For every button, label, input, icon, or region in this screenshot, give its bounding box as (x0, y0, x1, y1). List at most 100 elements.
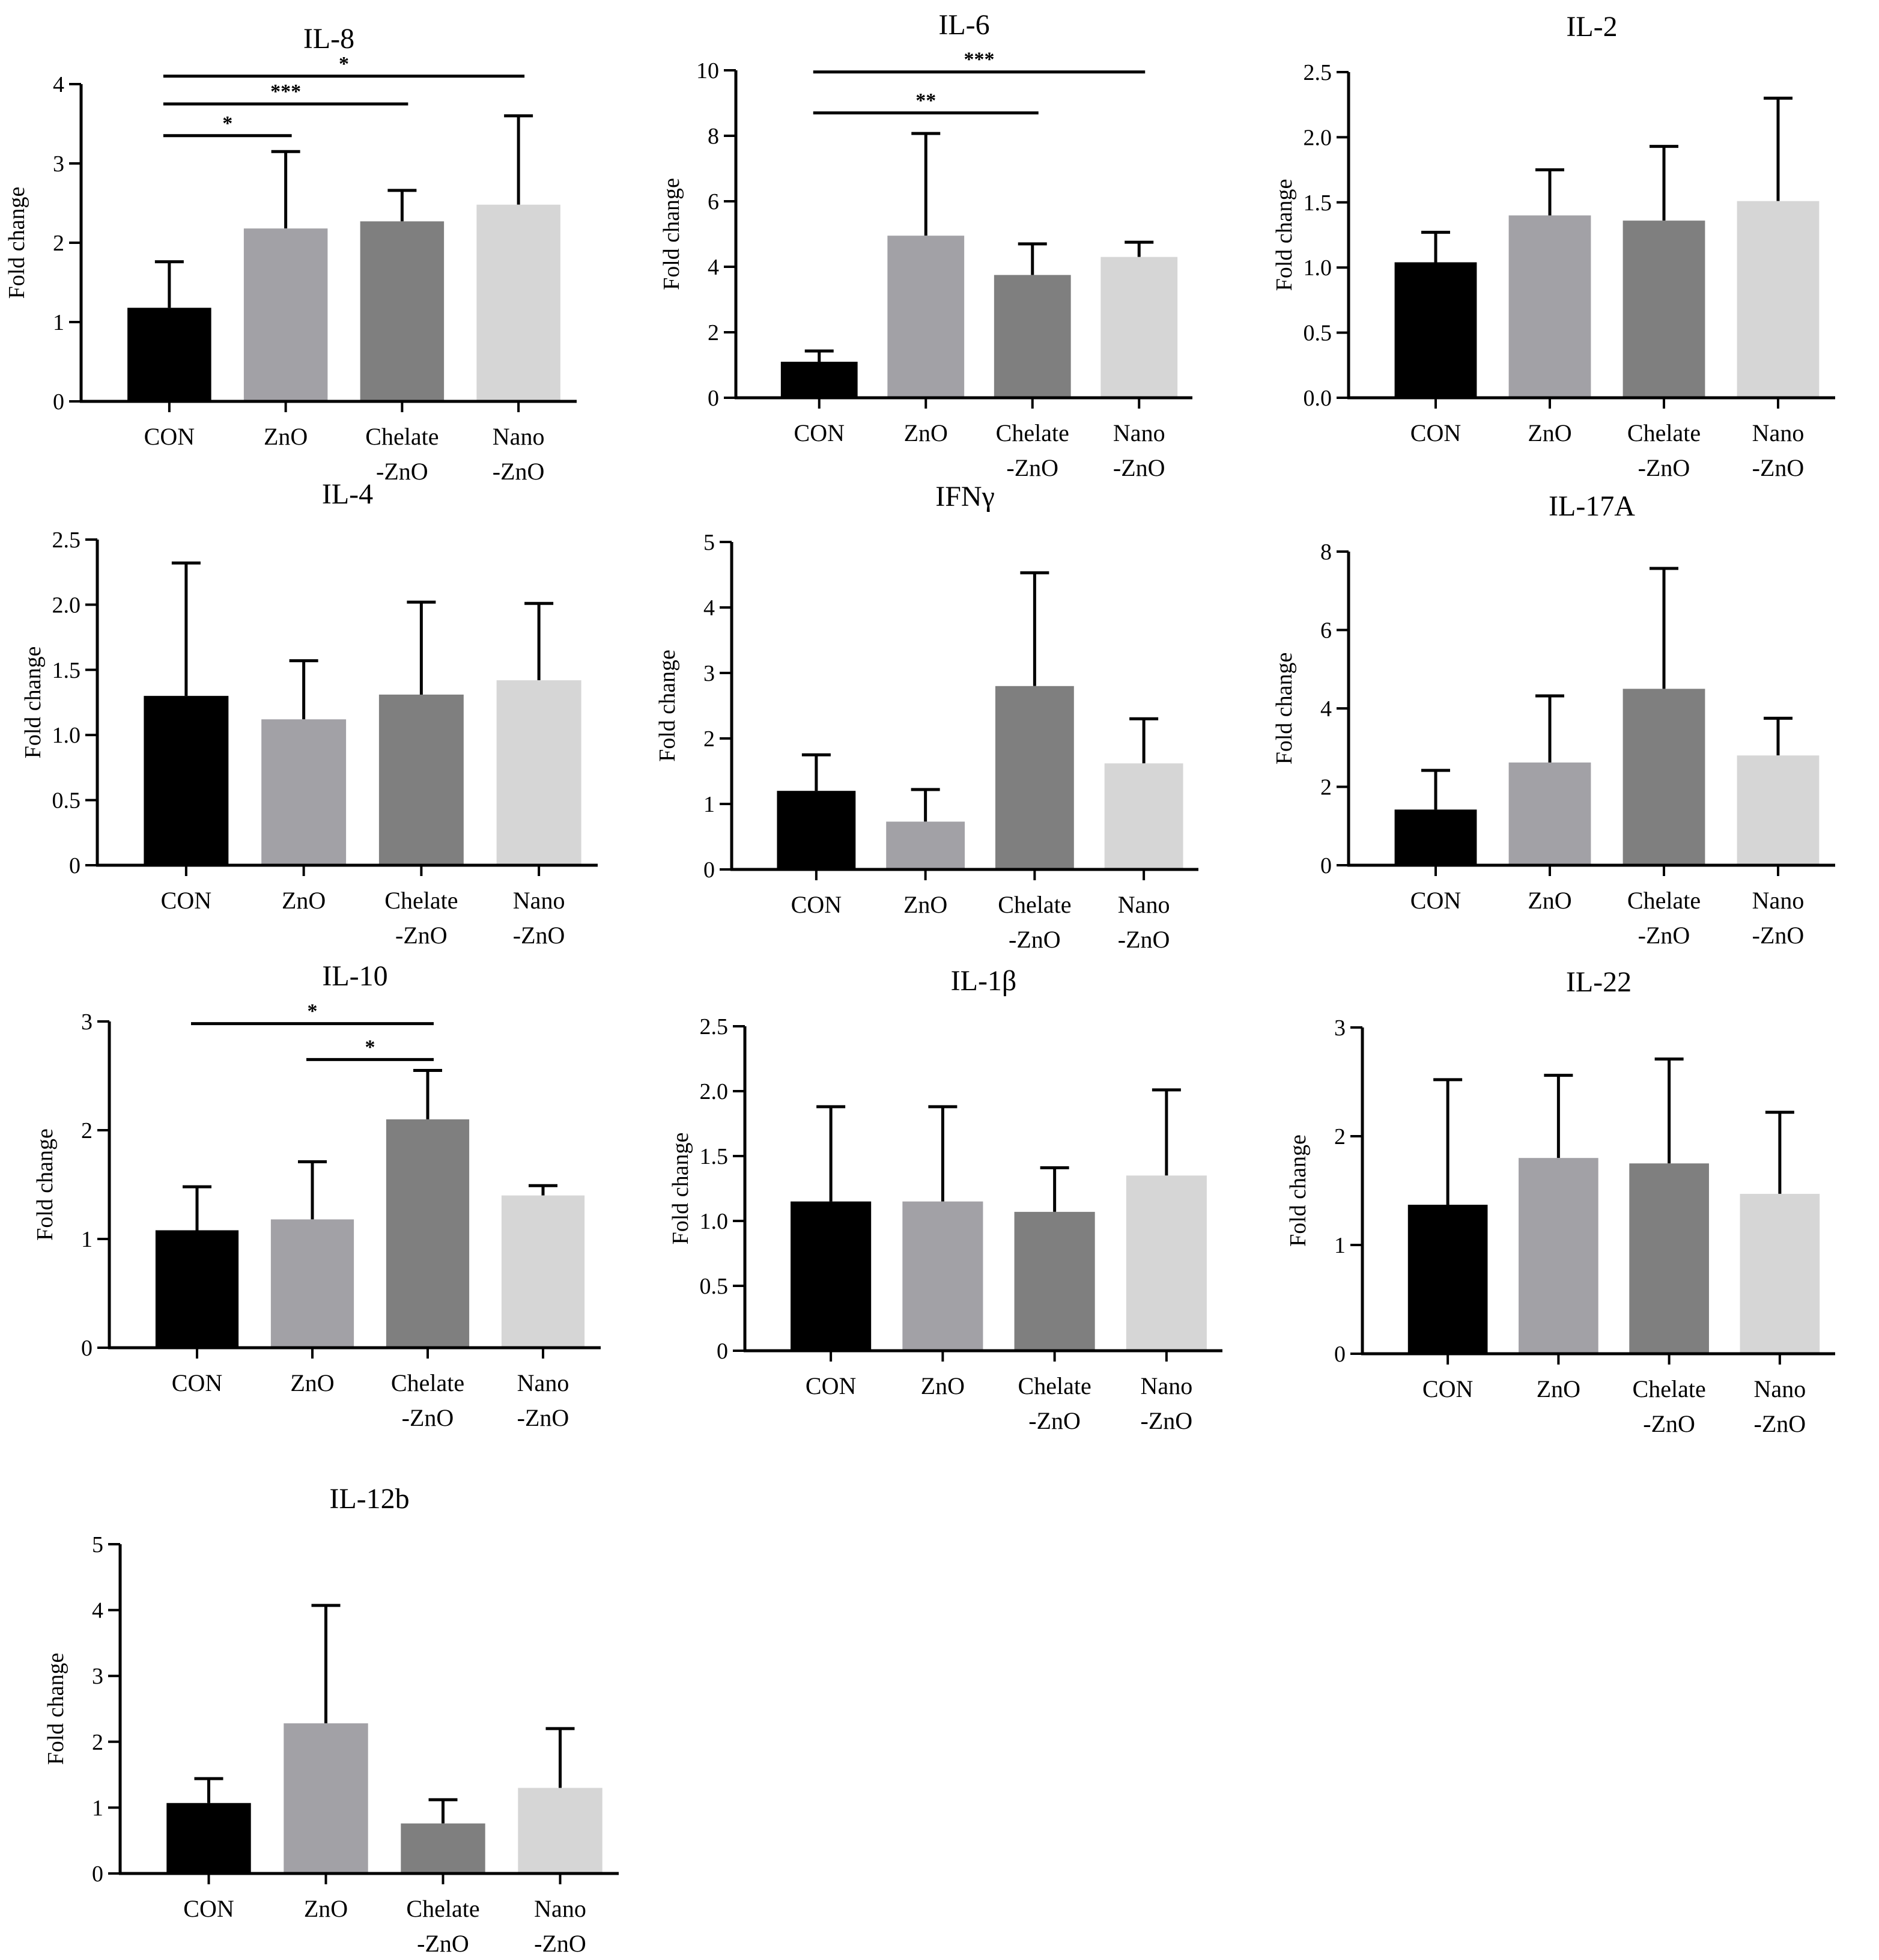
category-label: Nano (517, 1369, 569, 1396)
y-tick-label: 0 (1320, 853, 1332, 878)
y-tick-label: 4 (53, 72, 64, 97)
y-axis-label: Fold change (4, 187, 29, 299)
category-label: Nano (493, 423, 545, 450)
category-label: -ZnO (395, 922, 448, 949)
y-tick-label: 2.0 (1304, 125, 1332, 150)
bar (1394, 809, 1477, 865)
chart-title: IL-6 (938, 9, 989, 41)
y-tick-label: 1.5 (700, 1144, 729, 1169)
category-label: Nano (1752, 419, 1805, 446)
y-tick-label: 10 (696, 58, 719, 84)
y-axis-label: Fold change (43, 1653, 68, 1765)
bar (378, 694, 464, 865)
y-tick-label: 3 (703, 661, 715, 686)
category-label: CON (172, 1369, 222, 1396)
category-label: Chelate (1627, 887, 1701, 914)
y-tick-label: 2 (53, 231, 64, 256)
category-label: CON (791, 891, 842, 918)
bar (780, 362, 858, 398)
category-label: Chelate (1627, 419, 1701, 446)
y-tick-label: 0.5 (1304, 321, 1332, 346)
category-label: ZnO (1528, 887, 1571, 914)
y-tick-label: 2 (81, 1118, 93, 1143)
y-tick-label: 2.5 (1304, 60, 1332, 85)
bar (155, 1230, 239, 1348)
y-tick-label: 5 (92, 1532, 103, 1557)
bar (1104, 763, 1183, 869)
chart-panel-ifn-: IFNγ Fold change 0 1 2 3 4 5 CON ZnO Chelate -ZnO Na… (655, 481, 1198, 953)
category-label: -ZnO (376, 458, 428, 485)
bar (501, 1195, 585, 1348)
significance-label: * (339, 53, 349, 75)
y-tick-label: 0 (69, 853, 80, 878)
y-tick-label: 2 (1320, 775, 1332, 800)
y-tick-label: 1 (81, 1227, 93, 1252)
category-label: -ZnO (1752, 454, 1805, 481)
y-axis-label: Fold change (655, 650, 680, 762)
category-label: CON (183, 1895, 234, 1922)
bar (995, 686, 1074, 869)
y-axis-label: Fold change (668, 1133, 693, 1245)
y-tick-label: 8 (708, 124, 719, 149)
bar (1740, 1193, 1820, 1354)
y-axis-label: Fold change (1286, 1134, 1311, 1247)
bar (401, 1823, 485, 1873)
chart-panel-il-1-: IL-1β Fold change 0 0.5 1.0 1.5 2.0 2.5 CON ZnO Ch… (668, 965, 1222, 1434)
bar (518, 1788, 603, 1873)
bar (1519, 1158, 1598, 1354)
y-tick-label: 1 (1334, 1233, 1346, 1258)
category-label: -ZnO (517, 1404, 569, 1431)
significance-label: * (222, 112, 232, 135)
y-tick-label: 4 (92, 1598, 103, 1624)
category-label: Chelate (384, 887, 458, 914)
bar (1629, 1163, 1709, 1354)
bar (887, 236, 965, 398)
category-label: Chelate (406, 1895, 479, 1922)
y-tick-label: 4 (708, 255, 719, 280)
bar (1622, 689, 1705, 865)
chart-title: IL-17A (1549, 490, 1635, 522)
y-tick-label: 0 (81, 1336, 93, 1361)
category-label: ZnO (904, 419, 948, 446)
category-label: Chelate (998, 891, 1071, 918)
category-label: Chelate (1018, 1372, 1091, 1399)
category-label: -ZnO (1118, 926, 1170, 953)
bar (1126, 1175, 1207, 1351)
y-tick-label: 1.0 (1304, 255, 1332, 281)
significance-label: ** (915, 90, 936, 112)
bar (476, 204, 560, 401)
y-tick-label: 0 (53, 389, 64, 415)
category-label: CON (806, 1372, 856, 1399)
y-tick-label: 0 (92, 1861, 103, 1887)
y-tick-label: 3 (1334, 1015, 1346, 1041)
category-label: -ZnO (1006, 454, 1058, 481)
y-tick-label: 1 (53, 310, 64, 335)
bar (284, 1723, 368, 1873)
bar (886, 821, 965, 869)
category-label: Chelate (391, 1369, 464, 1396)
bar (1407, 1205, 1488, 1354)
chart-panel-il-2: IL-2 Fold change 0.0 0.5 1.0 1.5 2.0 2.5 CON ZnO C… (1272, 11, 1835, 481)
bar (1394, 262, 1477, 398)
significance-label: * (365, 1036, 375, 1058)
category-label: -ZnO (1754, 1410, 1806, 1437)
y-axis-label: Fold change (1272, 179, 1297, 291)
y-tick-label: 2.0 (52, 592, 81, 618)
category-label: -ZnO (402, 1404, 454, 1431)
category-label: Nano (1141, 1372, 1193, 1399)
category-label: Nano (534, 1895, 586, 1922)
bar (1508, 762, 1591, 865)
y-axis-label: Fold change (1272, 653, 1297, 765)
category-label: -ZnO (493, 458, 545, 485)
y-tick-label: 3 (81, 1009, 93, 1035)
y-tick-label: 4 (703, 595, 715, 621)
category-label: ZnO (264, 423, 308, 450)
category-label: Nano (513, 887, 565, 914)
y-tick-label: 0.5 (52, 788, 81, 814)
chart-title: IL-10 (322, 960, 387, 992)
bar (791, 1201, 872, 1351)
y-tick-label: 1.5 (52, 658, 81, 683)
chart-panel-il-6: IL-6 Fold change 0 2 4 6 8 10 CON ZnO Chelate -ZnO N… (659, 9, 1192, 481)
y-tick-label: 0 (703, 857, 715, 883)
